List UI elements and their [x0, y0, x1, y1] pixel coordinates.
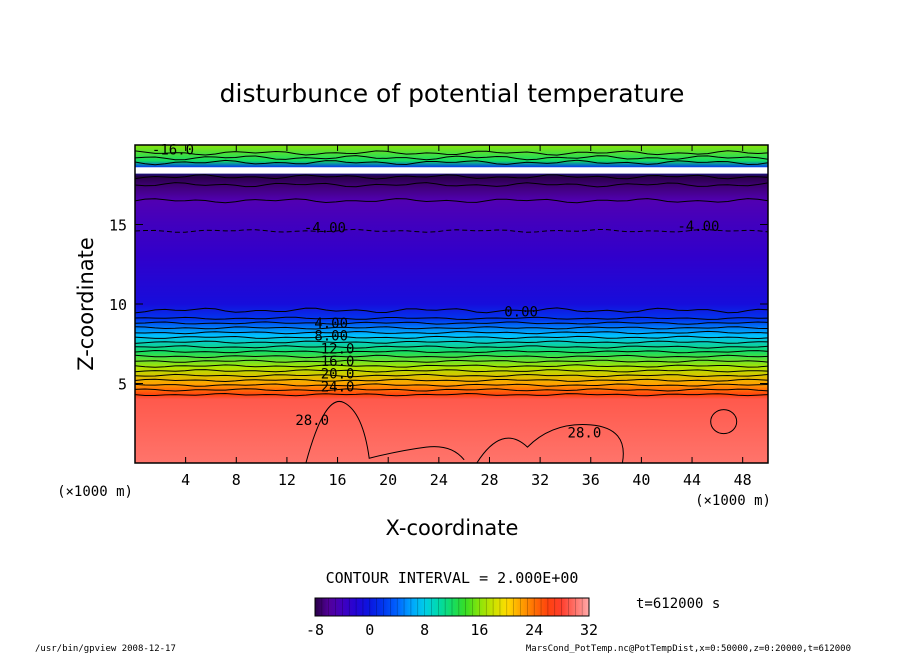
contour-line [135, 174, 768, 180]
contour-label: 24.0 [321, 379, 355, 395]
colorbar-tick-label: -8 [306, 621, 324, 639]
y-tick-label: 10 [109, 296, 127, 314]
contour-label: 20.0 [321, 367, 355, 383]
x-tick-label: 36 [582, 471, 600, 489]
colorbar [314, 597, 590, 617]
y-axis-label: Z-coordinate [74, 237, 98, 371]
contour-line [135, 326, 768, 330]
footer-left: /usr/bin/gpview 2008-12-17 [35, 644, 176, 654]
x-unit-left: (×1000 m) [57, 484, 133, 500]
contour-line [135, 388, 768, 392]
contour-line [135, 345, 768, 349]
contour-line [135, 335, 768, 340]
contour-line [135, 159, 768, 166]
contour-line-dashed [135, 228, 768, 233]
x-tick-label: 44 [683, 471, 701, 489]
contour-line [135, 392, 768, 397]
contour-line [135, 330, 768, 335]
plot-field [135, 145, 768, 463]
x-tick-label: 8 [232, 471, 241, 489]
contour-line [135, 321, 768, 325]
x-axis-label: X-coordinate [386, 516, 519, 540]
colorbar-tick-label: 24 [525, 621, 543, 639]
contour-label: 28.0 [295, 413, 329, 429]
time-label: t=612000 s [636, 596, 720, 612]
contour-line [135, 369, 768, 373]
undefined-band [135, 167, 768, 174]
y-axis: 5 10 15 [109, 217, 768, 394]
contour-line [476, 423, 624, 463]
contour-label: 4.00 [314, 316, 348, 332]
contour-label: -4.00 [304, 221, 346, 237]
x-tick-label: 16 [329, 471, 347, 489]
y-tick-label: 5 [118, 376, 127, 394]
colorbar-tick-label: 32 [580, 621, 598, 639]
x-tick-label: 40 [632, 471, 650, 489]
contour-line [135, 155, 768, 161]
x-tick-label: 12 [278, 471, 296, 489]
contour-line [135, 182, 768, 188]
contour-line [135, 349, 768, 354]
x-tick-label: 4 [181, 471, 190, 489]
x-axis: 4 8 12 16 20 24 28 32 36 40 44 48 [181, 145, 752, 489]
contour-label: 16.0 [321, 354, 355, 370]
x-tick-label: 32 [531, 471, 549, 489]
contour-label: 8.00 [314, 329, 348, 345]
x-tick-label: 28 [480, 471, 498, 489]
contour-label: 28.0 [568, 426, 602, 442]
contour-line [710, 409, 738, 435]
x-tick-label: 48 [734, 471, 752, 489]
x-tick-label: 20 [379, 471, 397, 489]
contour-line [135, 150, 768, 156]
contour-line [135, 198, 768, 204]
plot-overlay [135, 167, 768, 174]
contour-line [135, 364, 768, 368]
contour-line [135, 316, 768, 321]
x-tick-label: 24 [430, 471, 448, 489]
chart-title: disturbunce of potential temperature [220, 79, 685, 108]
contour-line [135, 373, 768, 378]
contour-line [135, 340, 768, 344]
contour-label: -4.00 [677, 219, 719, 235]
contour-line-zero [135, 307, 768, 314]
contour-line [135, 354, 768, 359]
contour-line [135, 378, 768, 383]
contour-line [135, 359, 768, 363]
y-tick-label: 15 [109, 217, 127, 235]
contour-interval-label: CONTOUR INTERVAL = 2.000E+00 [326, 569, 579, 587]
contour-lines [135, 150, 768, 463]
colorbar-tick-label: 8 [420, 621, 429, 639]
contour-label: 0.00 [504, 305, 538, 321]
colorbar-tick-label: 16 [470, 621, 488, 639]
contour-line [135, 383, 768, 387]
contour-label: -16.0 [152, 143, 194, 159]
contour-label: 12.0 [321, 341, 355, 357]
footer-right: MarsCond_PotTemp.nc@PotTempDist,x=0:5000… [526, 644, 851, 654]
colorbar-tick-label: 0 [365, 621, 374, 639]
x-unit-right: (×1000 m) [695, 493, 771, 509]
colorbar-ticks: -8 0 8 16 24 32 [306, 598, 598, 639]
contour-line [305, 400, 465, 463]
